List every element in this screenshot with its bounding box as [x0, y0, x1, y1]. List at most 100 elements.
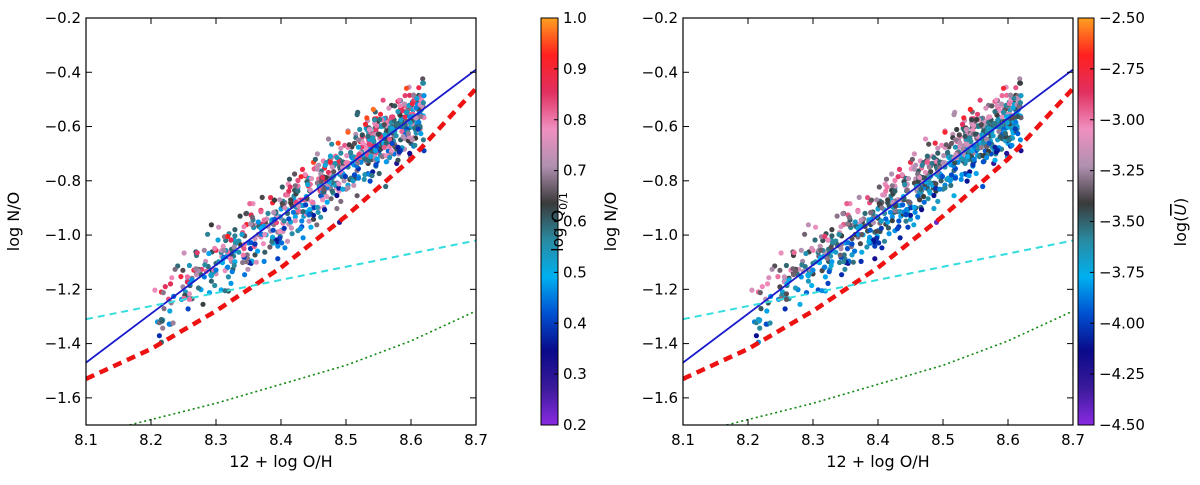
scatter-point	[900, 202, 906, 208]
y-tick-label: −1.4	[45, 335, 81, 353]
colorbar-tick-label: 0.2	[563, 416, 587, 434]
scatter-point	[931, 205, 937, 212]
scatter-point	[805, 222, 812, 228]
scatter-point	[315, 209, 321, 215]
scatter-point	[902, 182, 908, 188]
scatter-point	[359, 132, 365, 138]
colorbar-tick-label: 0.9	[563, 60, 587, 78]
scatter-point	[334, 205, 340, 212]
scatter-point	[369, 137, 375, 143]
scatter-point	[810, 267, 816, 273]
scatter-point	[836, 231, 842, 238]
scatter-point	[279, 184, 285, 190]
scatter-point	[992, 157, 998, 163]
scatter-point	[850, 259, 856, 265]
scatter-point	[972, 131, 979, 137]
scatter-point	[862, 210, 868, 216]
scatter-point	[271, 197, 278, 203]
scatter-point	[208, 278, 214, 284]
scatter-point	[334, 154, 340, 161]
scatter-point	[876, 184, 882, 190]
scatter-point	[825, 280, 831, 286]
line-thick-dashed	[86, 86, 476, 381]
scatter-point	[262, 231, 268, 238]
scatter-point	[370, 106, 376, 112]
scatter-point	[819, 288, 825, 294]
scatter-point	[247, 221, 254, 227]
scatter-point	[938, 178, 944, 184]
scatter-point	[249, 214, 255, 220]
scatter-point	[377, 111, 384, 117]
scatter-point	[756, 318, 762, 324]
scatter-point	[407, 120, 413, 126]
scatter-point	[277, 197, 283, 203]
scatter-point	[976, 154, 983, 160]
scatter-point	[232, 227, 238, 233]
scatter-point	[897, 235, 903, 241]
scatter-point	[332, 160, 338, 166]
scatter-point	[917, 174, 923, 181]
scatter-point	[984, 154, 990, 161]
scatter-point	[387, 136, 393, 142]
scatter-point	[306, 218, 312, 224]
scatter-point	[864, 244, 870, 250]
scatter-point	[925, 196, 931, 202]
scatter-point	[237, 213, 243, 219]
scatter-point	[281, 225, 287, 231]
scatter-point	[924, 159, 931, 165]
scatter-point	[969, 148, 975, 154]
scatter-point	[344, 153, 350, 159]
scatter-point	[913, 162, 919, 168]
scatter-point	[277, 228, 283, 234]
scatter-point	[335, 140, 341, 146]
scatter-point	[288, 225, 294, 231]
colorbar-tick-label: −3.75	[1099, 263, 1145, 281]
scatter-point	[220, 243, 226, 249]
scatter-point	[997, 134, 1003, 140]
x-tick-label: 8.2	[736, 431, 760, 449]
scatter-point	[952, 160, 958, 166]
scatter-point	[355, 175, 361, 181]
scatter-point	[889, 183, 895, 189]
y-tick-label: −0.6	[642, 118, 678, 136]
y-tick-label: −0.8	[45, 172, 81, 190]
scatter-point	[244, 259, 250, 265]
line-dashed	[683, 239, 1073, 321]
scatter-point	[826, 269, 832, 275]
scatter-point	[162, 284, 168, 290]
scatter-point	[270, 227, 276, 233]
scatter-point	[169, 275, 175, 281]
scatter-point	[778, 250, 784, 256]
scatter-point	[1004, 120, 1011, 126]
scatter-point	[407, 150, 413, 156]
scatter-point	[389, 140, 395, 146]
colorbar-tick-label: 1.0	[563, 9, 587, 27]
scatter-point	[971, 156, 977, 162]
scatter-point	[225, 233, 231, 239]
scatter-point	[383, 159, 389, 165]
scatter-point	[329, 188, 335, 194]
scatter-point	[1011, 95, 1017, 101]
scatter-point	[883, 216, 889, 222]
scatter-point	[879, 245, 885, 251]
scatter-point	[178, 274, 184, 280]
line-dashed	[86, 239, 476, 321]
scatter-point	[241, 246, 247, 252]
scatter-point	[245, 266, 251, 272]
scatter-point	[334, 192, 340, 199]
scatter-point	[952, 175, 959, 181]
scatter-point	[957, 140, 963, 146]
scatter-point	[872, 256, 878, 262]
scatter-point	[1000, 109, 1007, 115]
scatter-point	[911, 204, 918, 210]
scatter-point	[834, 213, 840, 219]
scatter-point	[354, 112, 360, 118]
scatter-point	[368, 153, 374, 159]
scatter-point	[354, 193, 360, 199]
x-tick-label: 8.1	[74, 431, 98, 449]
scatter-point	[392, 103, 398, 109]
scatter-point	[790, 266, 796, 272]
x-tick-label: 8.7	[1061, 431, 1085, 449]
scatter-point	[802, 231, 808, 237]
scatter-point	[412, 142, 418, 148]
